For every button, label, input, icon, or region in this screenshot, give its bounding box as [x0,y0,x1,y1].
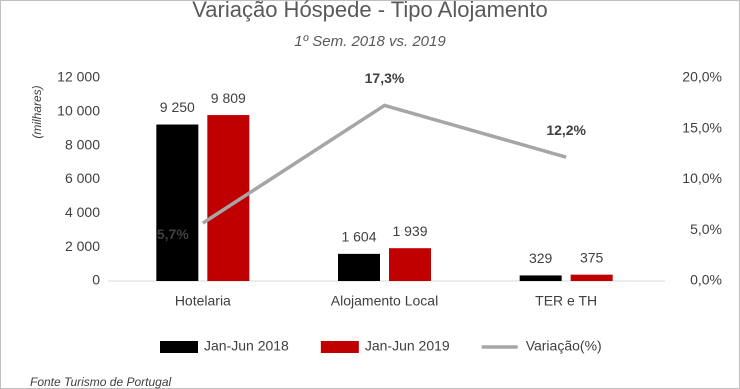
x-tick-label: Hotelaria [175,293,231,309]
bar-value-label: 9 250 [160,99,195,115]
bar-value-label: 9 809 [211,90,246,106]
y2-tick-label: 15,0% [682,119,722,135]
x-tick-label: TER e TH [535,293,597,309]
y-tick-label: 10 000 [57,103,100,119]
bar-value-label: 1 939 [392,223,427,239]
y-tick-label: 12 000 [57,69,100,85]
y2-tick-label: 20,0% [682,69,722,85]
bar [389,248,431,281]
source-note: Fonte Turismo de Portugal [30,375,172,389]
bar-value-label: 1 604 [341,229,376,245]
bar-value-label: 329 [529,250,553,266]
bar [570,274,613,281]
line-value-label: 5,7% [157,226,189,242]
line-value-label: 12,2% [546,122,586,138]
chart-subtitle: 1º Sem. 2018 vs. 2019 [294,33,446,50]
y2-tick-label: 5,0% [690,221,722,237]
y-axis-label: (milhares) [30,85,44,138]
y2-tick-label: 10,0% [682,170,722,186]
chart-title: Variação Hóspede - Tipo Alojamento [192,0,547,22]
bar [156,124,199,281]
legend-label: Jan-Jun 2019 [365,338,450,354]
y-tick-label: 2 000 [65,238,100,254]
y-tick-label: 8 000 [65,136,100,152]
bar [519,275,562,281]
line-value-label: 17,3% [365,70,405,86]
y-tick-label: 6 000 [65,170,100,186]
legend-swatch [160,341,198,353]
legend-swatch [320,341,359,353]
y2-tick-label: 0,0% [690,272,722,288]
y-tick-label: 0 [92,272,100,288]
legend-label: Variação(%) [526,338,602,354]
line-series [201,103,567,225]
bar-value-label: 375 [580,249,604,265]
bar [338,253,380,281]
y-tick-label: 4 000 [65,204,100,220]
x-tick-label: Alojamento Local [331,293,438,309]
legend-label: Jan-Jun 2018 [204,338,289,354]
